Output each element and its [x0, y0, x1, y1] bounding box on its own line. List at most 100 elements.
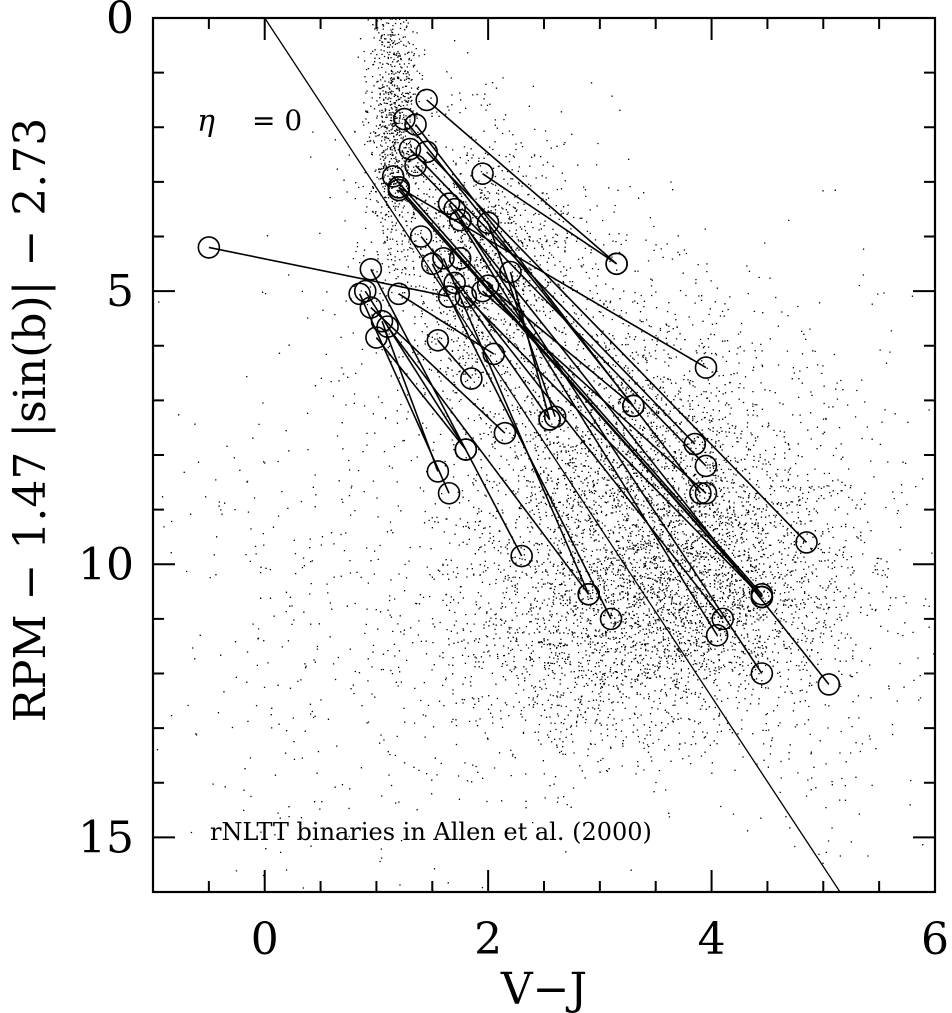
binary-star-circle: [694, 481, 718, 505]
binary-star-circle: [387, 282, 411, 306]
x-tick-label: 2: [474, 914, 502, 965]
binary-pair-line: [509, 271, 551, 420]
binary-pair-line: [398, 293, 495, 355]
y-tick-label: 5: [106, 266, 134, 317]
binary-star-circle: [705, 623, 729, 647]
binary-star-circle: [432, 247, 455, 270]
binary-pair-line: [386, 326, 590, 595]
axis-ticks: [152, 17, 936, 893]
binary-star-circle: [448, 208, 472, 232]
binary-star-circle: [510, 544, 533, 568]
binary-star-circle: [404, 154, 427, 177]
binary-star-circle: [499, 260, 522, 284]
binary-star-circle: [197, 236, 221, 259]
binary-star-circle: [426, 328, 450, 352]
binary-star-circle: [420, 252, 444, 276]
binary-star-circle: [437, 192, 461, 216]
eta-symbol: η: [197, 104, 215, 139]
binary-star-circle: [404, 113, 427, 136]
binary-star-circle: [694, 454, 718, 478]
binary-star-circle: [448, 247, 472, 270]
binary-star-circle: [817, 673, 841, 696]
binary-star-circle: [622, 394, 645, 418]
binary-pair-line: [426, 151, 808, 543]
binary-star-circle: [381, 165, 405, 188]
y-axis-title: RPM − 1.47 |sin(b)| − 2.73: [5, 118, 56, 723]
binary-pair-line: [437, 339, 472, 380]
binary-pair-circles: [197, 88, 841, 696]
binary-star-circle: [393, 107, 416, 131]
binary-star-circle: [437, 285, 461, 308]
x-tick-label: 4: [698, 914, 726, 965]
binary-star-circle: [460, 367, 483, 390]
binary-pair-line: [375, 337, 467, 451]
y-tick-label: 10: [78, 539, 134, 590]
binary-pair-line: [431, 263, 612, 620]
binary-star-circle: [353, 279, 377, 303]
binary-star-circle: [443, 271, 466, 295]
binary-star-circle: [376, 315, 399, 338]
binary-star-circle: [476, 274, 500, 297]
binary-star-circle: [437, 481, 461, 505]
binary-pair-line: [448, 203, 718, 636]
binary-star-circle: [694, 356, 718, 379]
binary-star-circle: [443, 197, 466, 221]
binary-star-circle: [683, 432, 707, 456]
binary-star-circle: [471, 279, 494, 303]
background-star-field: [156, 17, 935, 889]
binary-star-circle: [538, 408, 561, 431]
y-tick-label: 0: [106, 0, 134, 44]
binary-pair-line: [442, 258, 590, 595]
binary-star-circle: [454, 438, 478, 461]
eta-equals-zero: = 0: [252, 104, 302, 137]
binary-pair-line: [420, 236, 724, 620]
binary-pair-line: [459, 219, 830, 685]
binary-pair-line: [487, 285, 634, 407]
binary-star-circle: [577, 582, 600, 606]
binary-pair-line: [208, 246, 450, 298]
binary-pair-line: [482, 173, 618, 265]
binary-pair-line: [459, 257, 763, 598]
binary-pair-line: [426, 99, 618, 265]
binary-star-circle: [795, 531, 818, 554]
binary-pair-line: [465, 296, 763, 598]
y-tick-label: 15: [78, 812, 134, 863]
binary-star-circle: [543, 405, 567, 429]
binary-star-circle: [359, 296, 383, 319]
binary-star-circle: [398, 137, 422, 161]
binary-pair-line: [370, 306, 506, 434]
binary-pair-line: [381, 320, 439, 472]
binary-star-circle: [426, 460, 450, 483]
binary-star-circle: [493, 421, 517, 445]
binary-star-circle: [482, 342, 506, 366]
binary-star-circle: [599, 607, 623, 631]
x-tick-labels: 0 2 4 6: [251, 914, 949, 965]
binary-star-circle: [370, 309, 394, 333]
binary-star-circle: [605, 252, 628, 276]
binary-star-circle: [750, 662, 774, 685]
binary-star-circle: [471, 162, 494, 185]
x-tick-label: 0: [251, 914, 279, 965]
star-points: [156, 17, 935, 889]
binary-pair-line: [487, 222, 556, 418]
binary-pair-line: [370, 268, 523, 557]
binary-star-circle: [387, 178, 411, 202]
binary-star-circle: [409, 225, 433, 248]
binary-star-circle: [415, 140, 439, 164]
binary-pair-line: [414, 124, 702, 494]
binary-star-circle: [476, 211, 500, 235]
chart-caption: rNLTT binaries in Allen et al. (2000): [210, 818, 652, 846]
binary-pair-line: [392, 175, 763, 595]
binary-pair-line: [364, 290, 467, 450]
binary-star-circle: [689, 481, 712, 505]
eta-zero-line: [264, 17, 841, 893]
binary-star-circle: [359, 257, 383, 281]
binary-star-circle: [415, 88, 439, 112]
binary-star-circle: [711, 607, 735, 631]
binary-pair-lines: [208, 99, 830, 685]
x-axis-title: V−J: [500, 964, 587, 1013]
x-tick-label: 6: [921, 914, 949, 965]
binary-star-circle: [750, 585, 774, 609]
binary-star-circle: [348, 282, 371, 306]
